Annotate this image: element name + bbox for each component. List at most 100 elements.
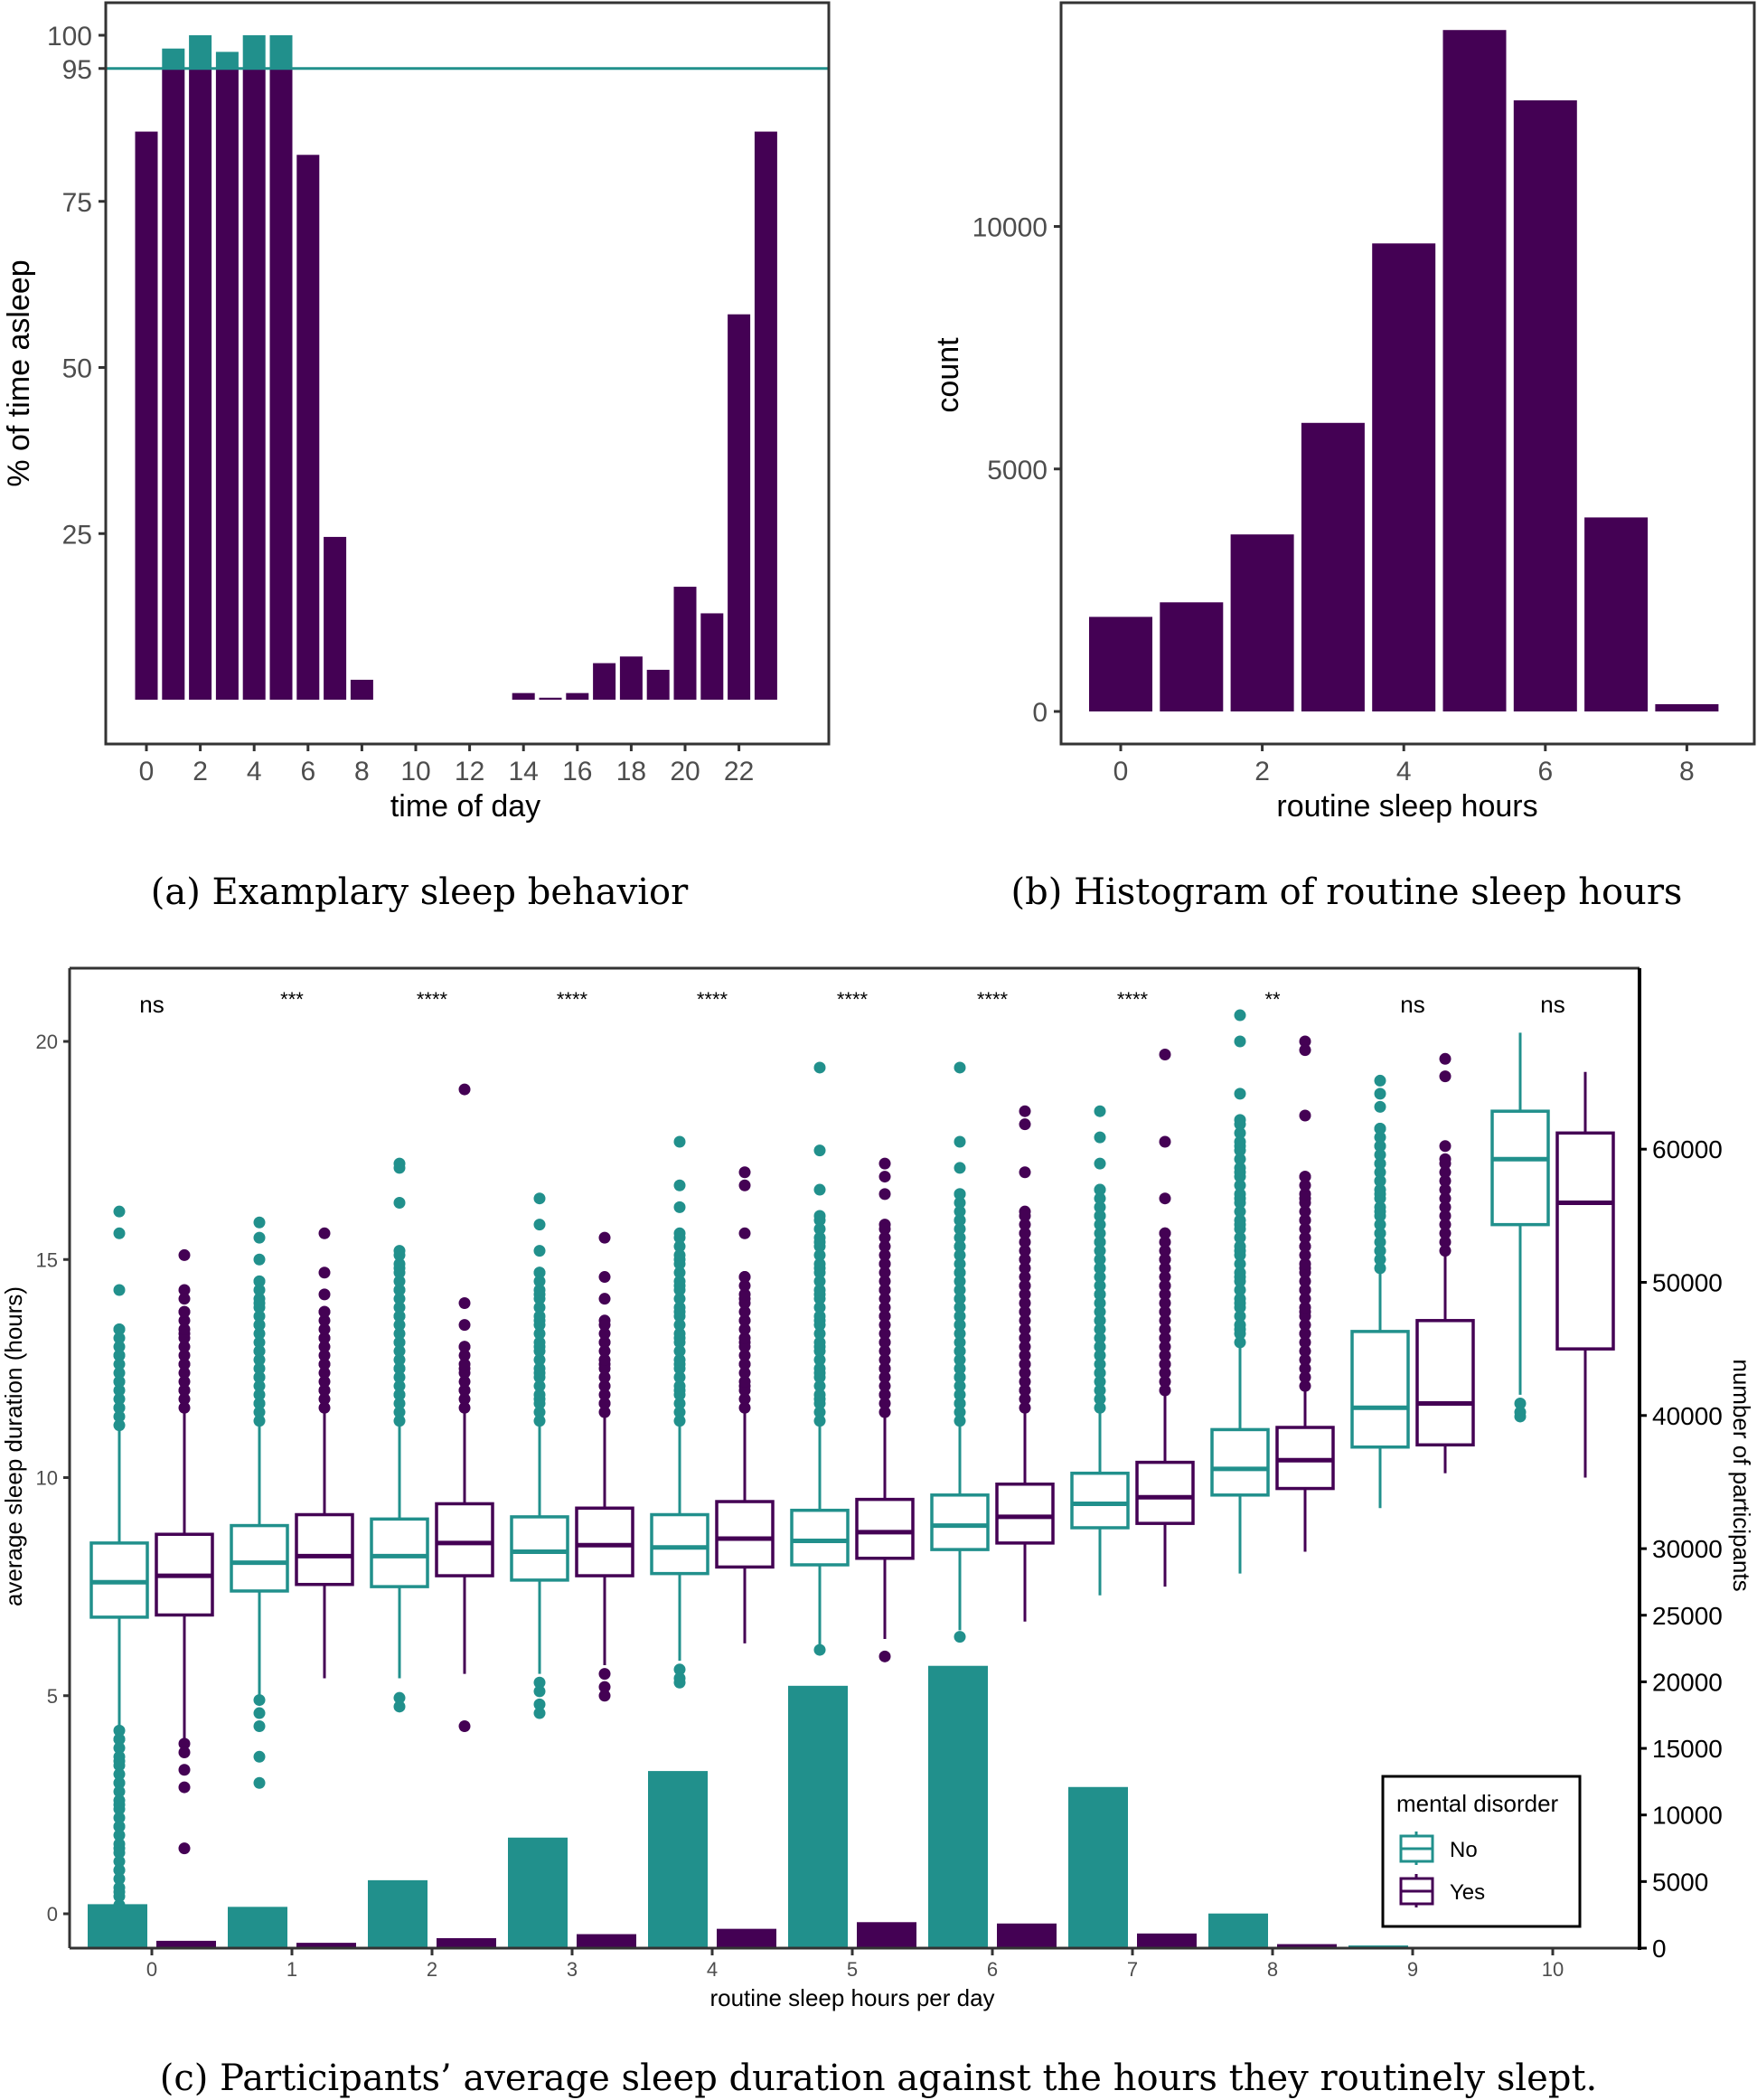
outlier-point bbox=[878, 1284, 891, 1296]
outlier-point bbox=[113, 1724, 126, 1737]
outlier-point bbox=[738, 1166, 751, 1179]
outlier-point bbox=[253, 1253, 266, 1266]
bar-hour-1-above-threshold bbox=[162, 48, 185, 69]
outlier-point bbox=[598, 1397, 611, 1409]
outlier-point bbox=[533, 1415, 546, 1427]
outlier-point bbox=[393, 1353, 406, 1366]
boxplot-yes-9 bbox=[1415, 1052, 1475, 1474]
bar-hour-21 bbox=[700, 613, 724, 700]
outlier-point bbox=[813, 1275, 826, 1287]
significance-label-0: ns bbox=[139, 991, 164, 1018]
outlier-point bbox=[253, 1353, 266, 1366]
outlier-point bbox=[1299, 1231, 1311, 1244]
outlier-point bbox=[954, 1353, 966, 1366]
outlier-point bbox=[738, 1401, 751, 1414]
outlier-point bbox=[458, 1367, 471, 1380]
boxplot-yes-4 bbox=[715, 1166, 775, 1643]
outlier-point bbox=[878, 1371, 891, 1384]
outlier-point bbox=[813, 1301, 826, 1314]
count-bar-yes-6 bbox=[997, 1923, 1057, 1948]
count-bar-no-1 bbox=[228, 1907, 287, 1948]
legend-key-no-icon bbox=[1399, 1832, 1434, 1865]
significance-label-4: **** bbox=[697, 988, 728, 1011]
significance-label-5: **** bbox=[837, 988, 869, 1011]
outlier-point bbox=[813, 1231, 826, 1244]
outlier-point bbox=[673, 1380, 686, 1392]
outlier-point bbox=[738, 1279, 751, 1292]
outlier-point bbox=[673, 1135, 686, 1148]
count-bar-no-3 bbox=[508, 1837, 568, 1948]
outlier-point bbox=[1439, 1157, 1452, 1170]
outlier-point bbox=[1234, 1319, 1246, 1332]
outlier-point bbox=[253, 1397, 266, 1409]
outlier-point bbox=[253, 1293, 266, 1305]
outlier-point bbox=[1019, 1288, 1031, 1301]
bar-hour-2 bbox=[189, 68, 212, 700]
outlier-point bbox=[113, 1759, 126, 1772]
outlier-point bbox=[813, 1371, 826, 1384]
bar-hour-8 bbox=[350, 679, 373, 700]
count-bar-no-5 bbox=[788, 1685, 848, 1948]
outlier-point bbox=[1374, 1131, 1386, 1144]
outlier-point bbox=[738, 1332, 751, 1344]
bar-hour-3-above-threshold bbox=[215, 52, 239, 69]
outlier-point bbox=[533, 1319, 546, 1332]
outlier-point bbox=[673, 1301, 686, 1314]
outlier-point bbox=[673, 1345, 686, 1358]
outlier-point bbox=[673, 1676, 686, 1689]
outlier-point bbox=[1159, 1227, 1171, 1239]
outlier-point bbox=[673, 1293, 686, 1305]
count-bar-yes-4 bbox=[717, 1928, 776, 1948]
panel-c-y2-label: number of participants bbox=[1728, 1359, 1755, 1591]
x-tick-label: 2 bbox=[427, 1958, 437, 1981]
box-iqr bbox=[715, 1500, 775, 1569]
panel-a-x-label: time of day bbox=[390, 789, 540, 824]
outlier-point bbox=[878, 1222, 891, 1235]
outlier-point bbox=[393, 1197, 406, 1210]
outlier-point bbox=[1439, 1140, 1452, 1153]
outlier-point bbox=[954, 1310, 966, 1323]
outlier-point bbox=[178, 1842, 191, 1855]
outlier-point bbox=[1159, 1297, 1171, 1309]
outlier-point bbox=[393, 1362, 406, 1375]
outlier-point bbox=[673, 1248, 686, 1261]
outlier-point bbox=[1374, 1192, 1386, 1205]
outlier-point bbox=[1234, 1126, 1246, 1139]
outlier-point bbox=[1019, 1118, 1031, 1131]
boxplot-yes-7 bbox=[1135, 1048, 1195, 1587]
outlier-point bbox=[1374, 1219, 1386, 1231]
outlier-point bbox=[533, 1275, 546, 1287]
outlier-point bbox=[1299, 1353, 1311, 1366]
outlier-point bbox=[113, 1227, 126, 1239]
outlier-point bbox=[1094, 1314, 1106, 1327]
outlier-point bbox=[1234, 1248, 1246, 1261]
outlier-point bbox=[954, 1371, 966, 1384]
outlier-point bbox=[738, 1358, 751, 1370]
outlier-point bbox=[1234, 1284, 1246, 1296]
outlier-point bbox=[113, 1855, 126, 1868]
outlier-point bbox=[813, 1222, 826, 1235]
outlier-point bbox=[393, 1257, 406, 1270]
outlier-point bbox=[393, 1371, 406, 1384]
outlier-point bbox=[878, 1380, 891, 1392]
outlier-point bbox=[1374, 1074, 1386, 1087]
outlier-point bbox=[113, 1349, 126, 1361]
bar-hour-15 bbox=[539, 697, 562, 700]
outlier-point bbox=[1299, 1197, 1311, 1210]
outlier-point bbox=[1439, 1210, 1452, 1222]
bar-hour-19 bbox=[646, 669, 670, 700]
y-tick-label: 20 bbox=[36, 1031, 58, 1053]
outlier-point bbox=[813, 1406, 826, 1418]
outlier-point bbox=[113, 1323, 126, 1335]
bar-hour-4-above-threshold bbox=[242, 35, 266, 69]
y-tick-label: 50 bbox=[62, 354, 92, 384]
outlier-point bbox=[598, 1293, 611, 1305]
outlier-point bbox=[1299, 1179, 1311, 1191]
box-iqr bbox=[1350, 1330, 1410, 1449]
outlier-point bbox=[178, 1781, 191, 1794]
outlier-point bbox=[813, 1362, 826, 1375]
outlier-point bbox=[113, 1384, 126, 1397]
outlier-point bbox=[113, 1829, 126, 1841]
bar-hour-16 bbox=[566, 692, 589, 700]
outlier-point bbox=[673, 1336, 686, 1349]
